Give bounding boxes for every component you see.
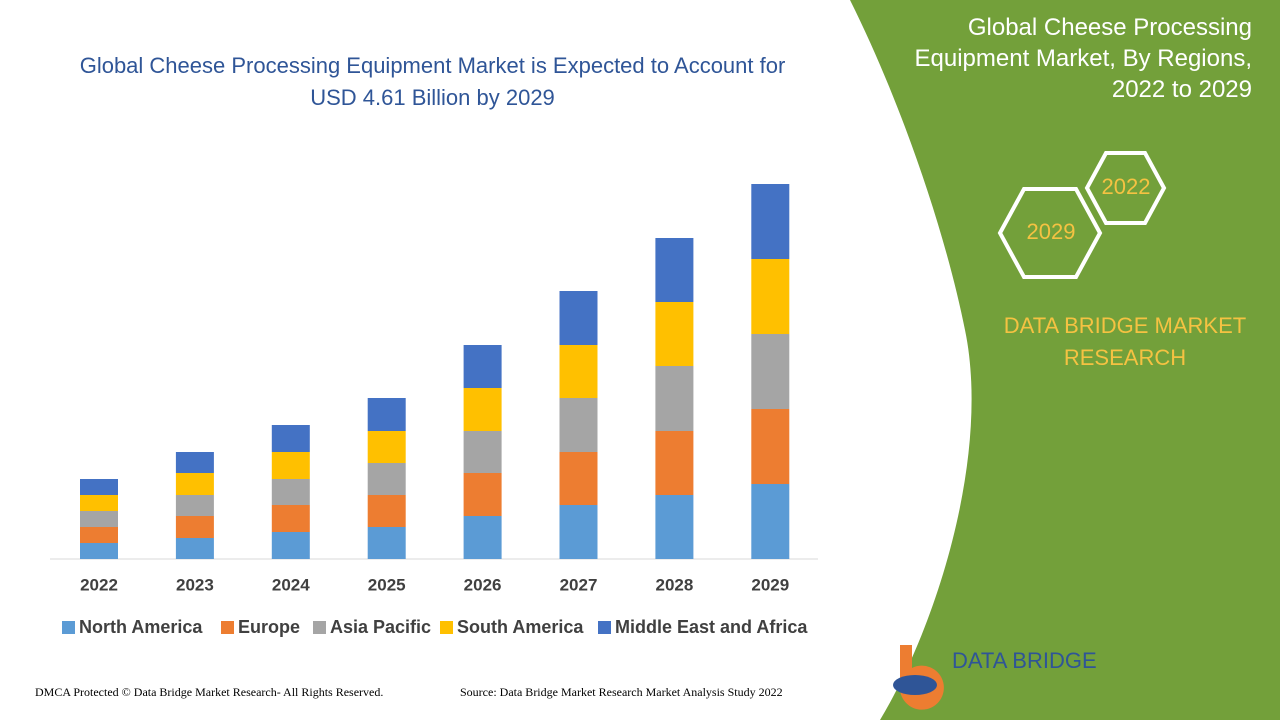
x-tick-label: 2025 — [368, 575, 406, 594]
bar-segment — [367, 398, 406, 431]
bar-segment — [655, 302, 694, 366]
footer-source: Source: Data Bridge Market Research Mark… — [460, 685, 783, 699]
logo-icon — [893, 675, 937, 695]
footer-rights: DMCA Protected © Data Bridge Market Rese… — [35, 685, 383, 699]
bar-segment — [655, 366, 694, 431]
x-tick-label: 2023 — [176, 575, 214, 594]
bar-segment — [559, 398, 598, 452]
hexagon — [1084, 151, 1167, 225]
hexagon — [997, 187, 1103, 279]
bar-segment — [367, 463, 406, 495]
x-tick-label: 2026 — [464, 575, 502, 594]
bar-segment — [463, 431, 502, 473]
legend-swatch — [221, 621, 234, 634]
legend-swatch — [313, 621, 326, 634]
bar-segment — [271, 532, 310, 559]
bar-segment — [559, 291, 598, 345]
bar-segment — [463, 388, 502, 431]
bar-segment — [271, 505, 310, 532]
legend-label: Europe — [238, 617, 300, 637]
legend-label: North America — [79, 617, 203, 637]
bar-segment — [655, 495, 694, 559]
panel-title-box: Global Cheese Processing Equipment Marke… — [914, 14, 1253, 103]
hex-label: 2029 — [1027, 219, 1076, 244]
title-box: Global Cheese Processing Equipment Marke… — [79, 53, 786, 110]
bar-segment — [751, 334, 790, 409]
legend-swatch — [440, 621, 453, 634]
bar-segment — [559, 505, 598, 559]
bar-segment — [367, 527, 406, 559]
bar-segment — [175, 516, 214, 538]
bar-segment — [80, 543, 118, 559]
bar-segment — [175, 473, 214, 495]
logo-text: DATA BRIDGE — [952, 648, 1097, 673]
bar-segment — [80, 479, 118, 495]
bar-segment — [463, 473, 502, 516]
bar-segment — [463, 345, 502, 388]
chart-title: Global Cheese Processing Equipment Marke… — [79, 53, 786, 110]
bar-segment — [80, 527, 118, 543]
legend-swatch — [62, 621, 75, 634]
legend-swatch — [598, 621, 611, 634]
bar-segment — [367, 431, 406, 463]
x-tick-label: 2029 — [751, 575, 789, 594]
legend-label: Asia Pacific — [330, 617, 431, 637]
bar-segment — [80, 495, 118, 511]
legend-label: Middle East and Africa — [615, 617, 808, 637]
bar-segment — [559, 452, 598, 505]
bar-segment — [751, 484, 790, 559]
bar-segment — [751, 259, 790, 334]
x-tick-label: 2028 — [655, 575, 693, 594]
bar-segment — [271, 425, 310, 452]
bar-segment — [367, 495, 406, 527]
bar-segment — [655, 238, 694, 302]
bar-segment — [175, 452, 214, 473]
bar-segment — [751, 409, 790, 484]
bar-segment — [271, 479, 310, 505]
x-tick-label: 2024 — [272, 575, 310, 594]
logo: DATA BRIDGE — [893, 645, 1097, 710]
bar-segment — [559, 345, 598, 398]
bar-segment — [175, 538, 214, 559]
bar-segment — [175, 495, 214, 516]
x-tick-label: 2027 — [560, 575, 598, 594]
bar-segment — [463, 516, 502, 559]
bar-segment — [751, 184, 790, 259]
brand-box: DATA BRIDGE MARKET RESEARCH — [1003, 313, 1247, 370]
x-tick-label: 2022 — [80, 575, 118, 594]
panel-title: Global Cheese Processing Equipment Marke… — [914, 14, 1253, 103]
bar-segment — [655, 431, 694, 495]
green-panel — [850, 0, 1280, 720]
brand: DATA BRIDGE MARKET RESEARCH — [1003, 313, 1247, 370]
bar-segment — [80, 511, 118, 527]
bar-segment — [271, 452, 310, 479]
hex-label: 2022 — [1102, 174, 1151, 199]
legend-label: South America — [457, 617, 584, 637]
